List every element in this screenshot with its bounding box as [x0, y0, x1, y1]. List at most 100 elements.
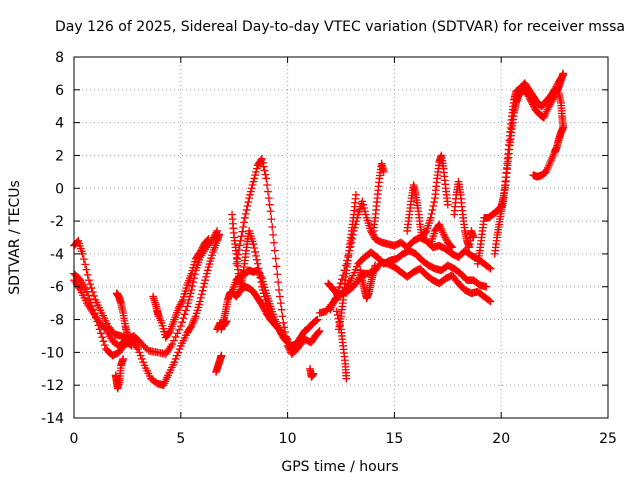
data-point: [83, 271, 92, 279]
data-point: [247, 187, 255, 196]
data-point: [123, 330, 132, 339]
series-track-k: [326, 258, 495, 314]
data-point: [250, 174, 259, 183]
data-point: [351, 265, 360, 274]
data-point: [134, 345, 142, 353]
data-point: [222, 317, 231, 326]
data-point: [313, 315, 322, 324]
data-point: [213, 227, 221, 235]
data-point: [179, 314, 188, 323]
data-point: [174, 348, 183, 357]
data-point: [258, 286, 267, 294]
data-point: [176, 322, 185, 330]
data-point: [258, 158, 267, 167]
data-point: [184, 299, 192, 307]
data-point: [252, 252, 260, 260]
x-tick-label: 25: [599, 431, 617, 447]
data-point: [332, 307, 341, 316]
data-point: [485, 296, 494, 305]
data-point: [309, 369, 318, 378]
data-point: [276, 292, 284, 301]
y-tick-label: 0: [55, 181, 64, 197]
data-point: [486, 297, 495, 306]
tick-labels: 0 5 10 15 20 25 -14 -12 -10 -8 -6 -4 -2 0 2 4 6 8: [41, 50, 617, 447]
data-point: [87, 284, 96, 292]
data-point: [443, 200, 452, 209]
data-point: [448, 243, 456, 252]
data-point: [188, 266, 197, 275]
data-point: [248, 181, 257, 189]
data-point: [180, 310, 189, 319]
data-point: [154, 312, 163, 321]
data-point: [200, 279, 209, 288]
data-point: [79, 255, 88, 264]
y-tick-label: 6: [55, 83, 64, 99]
y-axis-label: SDTVAR / TECUs: [7, 180, 23, 295]
data-point: [136, 351, 145, 360]
data-point: [217, 351, 226, 360]
data-point: [203, 236, 212, 244]
data-point: [242, 206, 251, 214]
data-point: [332, 288, 340, 297]
data-point: [559, 122, 567, 130]
data-point: [188, 282, 197, 290]
data-point: [359, 200, 368, 209]
series-track-r: [426, 220, 456, 252]
series-track-b: [70, 227, 221, 358]
data-point: [283, 335, 292, 344]
data-point: [259, 289, 268, 298]
data-point: [199, 283, 208, 291]
x-tick-label: 15: [385, 431, 403, 447]
data-point: [249, 177, 258, 186]
data-point: [256, 273, 265, 282]
data-point: [179, 293, 188, 301]
x-axis-label: GPS time / hours: [281, 459, 398, 475]
series-track-t: [490, 71, 567, 258]
data-point: [203, 266, 212, 275]
data-point: [99, 337, 108, 346]
data-point: [193, 306, 202, 315]
y-tick-label: 4: [55, 116, 64, 132]
series-track-j: [332, 197, 495, 299]
data-point: [262, 174, 271, 183]
series-track-z: [306, 364, 318, 381]
data-point: [282, 334, 291, 343]
data-point: [240, 218, 248, 227]
data-point: [268, 223, 277, 231]
data-point: [204, 235, 213, 243]
data-point: [194, 303, 203, 312]
y-tick-label: -10: [41, 345, 64, 361]
data-point: [270, 246, 279, 255]
data-point: [379, 168, 388, 176]
x-tick-label: 20: [492, 431, 510, 447]
data-point: [241, 213, 249, 222]
data-point: [195, 300, 204, 309]
y-tick-label: -6: [50, 280, 64, 296]
series-track-ab: [213, 317, 231, 334]
data-point: [182, 284, 191, 292]
data-point: [88, 288, 97, 296]
series-track-aa: [112, 289, 132, 339]
data-point: [139, 358, 148, 367]
axis-ticks: [73, 56, 609, 419]
data-point: [253, 259, 262, 268]
data-point: [264, 194, 273, 202]
data-point: [90, 292, 98, 300]
data-point: [249, 240, 258, 248]
data-point: [127, 341, 136, 350]
data-point: [312, 316, 321, 325]
data-point: [273, 270, 282, 279]
data-point: [191, 312, 200, 321]
data-point: [187, 269, 196, 278]
data-point: [559, 71, 567, 79]
data-point: [82, 265, 91, 274]
data-point: [208, 251, 216, 260]
series-track-m: [335, 190, 360, 334]
data-point: [206, 257, 215, 265]
series-track-u: [529, 123, 567, 181]
data-point: [190, 260, 198, 269]
data-point: [485, 263, 494, 272]
data-point: [269, 231, 277, 239]
data-point: [261, 170, 270, 179]
data-point: [361, 207, 369, 216]
